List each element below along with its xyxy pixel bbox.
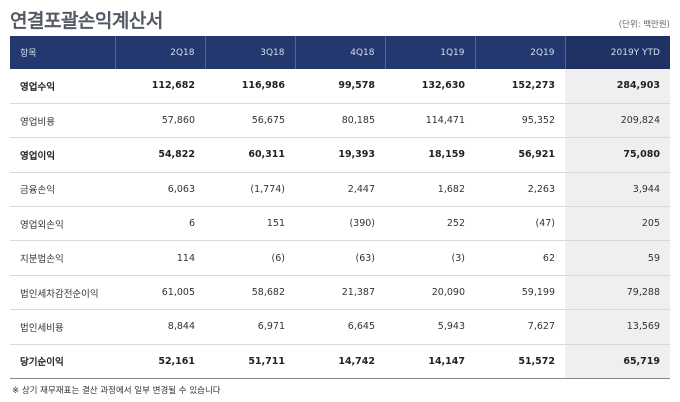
cell-value: 205 <box>565 206 670 241</box>
cell-value: 8,844 <box>167 321 195 333</box>
cell-value: 209,824 <box>565 103 670 138</box>
unit-label: (단위: 백만원) <box>618 20 670 30</box>
cell-value: 116,986 <box>241 80 285 92</box>
column-header-item: 항목 <box>20 49 37 59</box>
row-label: 금융손익 <box>20 185 55 197</box>
table-row: 당기순이익 52,161 51,711 14,742 14,147 51,572 65,71… <box>10 344 670 379</box>
cell-value: 112,682 <box>151 80 195 92</box>
table-row: 법인세비용 8,844 6,971 6,645 5,943 7,627 13,569 <box>10 309 670 345</box>
cell-value: 80,185 <box>341 115 375 127</box>
row-label: 지분법손익 <box>20 254 64 266</box>
cell-value: (47) <box>535 218 555 230</box>
cell-value: (6) <box>271 252 285 264</box>
cell-value: 1,682 <box>437 183 465 195</box>
cell-value: 6,645 <box>347 321 375 333</box>
table-row: 금융손익 6,063 (1,774) 2,447 1,682 2,263 3,944 <box>10 172 670 207</box>
cell-value: 19,393 <box>338 149 375 161</box>
row-label: 법인세비용 <box>20 322 64 334</box>
cell-value: 114,471 <box>425 115 465 127</box>
cell-value: 5,943 <box>437 321 465 333</box>
cell-value: 79,288 <box>565 275 670 310</box>
cell-value: 95,352 <box>521 115 555 127</box>
cell-value: 114 <box>176 252 195 264</box>
cell-value: 3,944 <box>565 172 670 207</box>
column-header-1q19: 1Q19 <box>384 36 475 69</box>
cell-value: 60,311 <box>248 149 285 161</box>
row-label: 영업비용 <box>20 116 55 128</box>
cell-value: 61,005 <box>161 287 195 299</box>
income-statement-table: 항목 2Q18 3Q18 4Q18 1Q19 2Q19 2019Y YTD 영업수익 112,… <box>10 36 670 379</box>
row-label: 영업이익 <box>20 150 55 162</box>
cell-value: 62 <box>542 252 555 264</box>
cell-value: 13,569 <box>565 309 670 345</box>
cell-value: 75,080 <box>565 137 670 173</box>
table-row: 법인세차감전순이익 61,005 58,682 21,387 20,090 59,199 7… <box>10 275 670 310</box>
row-label: 법인세차감전순이익 <box>20 288 99 300</box>
cell-value: (1,774) <box>250 183 285 195</box>
cell-value: 252 <box>446 218 465 230</box>
table-header-row: 항목 2Q18 3Q18 4Q18 1Q19 2Q19 2019Y YTD <box>10 36 670 69</box>
table-row: 영업수익 112,682 116,986 99,578 132,630 152,273 28… <box>10 69 670 104</box>
row-label: 영업외손익 <box>20 219 64 231</box>
cell-value: 14,147 <box>428 355 465 367</box>
page-title: 연결포괄손익계산서 <box>10 10 163 32</box>
cell-value: 284,903 <box>565 69 670 104</box>
cell-value: 152,273 <box>511 80 555 92</box>
cell-value: 56,675 <box>251 115 285 127</box>
cell-value: 57,860 <box>161 115 195 127</box>
column-header-4q18: 4Q18 <box>294 36 385 69</box>
table-row: 영업외손익 6 151 (390) 252 (47) 205 <box>10 206 670 241</box>
cell-value: 6 <box>188 218 195 230</box>
footnote: ※ 상기 재무재표는 결산 과정에서 일부 변경될 수 있습니다 <box>12 386 221 396</box>
cell-value: 56,921 <box>518 149 555 161</box>
cell-value: (3) <box>451 252 465 264</box>
cell-value: 54,822 <box>158 149 195 161</box>
cell-value: 2,447 <box>347 183 375 195</box>
cell-value: 65,719 <box>565 344 670 379</box>
cell-value: 20,090 <box>431 287 465 299</box>
cell-value: 6,063 <box>167 183 195 195</box>
cell-value: 2,263 <box>527 183 555 195</box>
cell-value: 52,161 <box>158 355 195 367</box>
column-header-2q18: 2Q18 <box>114 36 205 69</box>
cell-value: 6,971 <box>257 321 285 333</box>
table-row: 지분법손익 114 (6) (63) (3) 62 59 <box>10 240 670 276</box>
table-row: 영업이익 54,822 60,311 19,393 18,159 56,921 75,080 <box>10 137 670 173</box>
table-row: 영업비용 57,860 56,675 80,185 114,471 95,352 209,8… <box>10 103 670 138</box>
cell-value: 51,711 <box>248 355 285 367</box>
cell-value: 59,199 <box>521 287 555 299</box>
column-header-2019y-ytd: 2019Y YTD <box>564 36 670 69</box>
cell-value: 59 <box>565 240 670 276</box>
cell-value: (63) <box>355 252 375 264</box>
column-header-2q19: 2Q19 <box>474 36 565 69</box>
cell-value: 14,742 <box>338 355 375 367</box>
row-label: 영업수익 <box>20 81 55 93</box>
cell-value: 18,159 <box>428 149 465 161</box>
table-body: 영업수익 112,682 116,986 99,578 132,630 152,273 28… <box>10 69 670 379</box>
cell-value: (390) <box>349 218 375 230</box>
row-label: 당기순이익 <box>20 357 64 369</box>
cell-value: 99,578 <box>338 80 375 92</box>
cell-value: 51,572 <box>518 355 555 367</box>
cell-value: 7,627 <box>527 321 555 333</box>
column-header-3q18: 3Q18 <box>204 36 295 69</box>
cell-value: 132,630 <box>421 80 465 92</box>
cell-value: 151 <box>266 218 285 230</box>
cell-value: 58,682 <box>251 287 285 299</box>
cell-value: 21,387 <box>341 287 375 299</box>
